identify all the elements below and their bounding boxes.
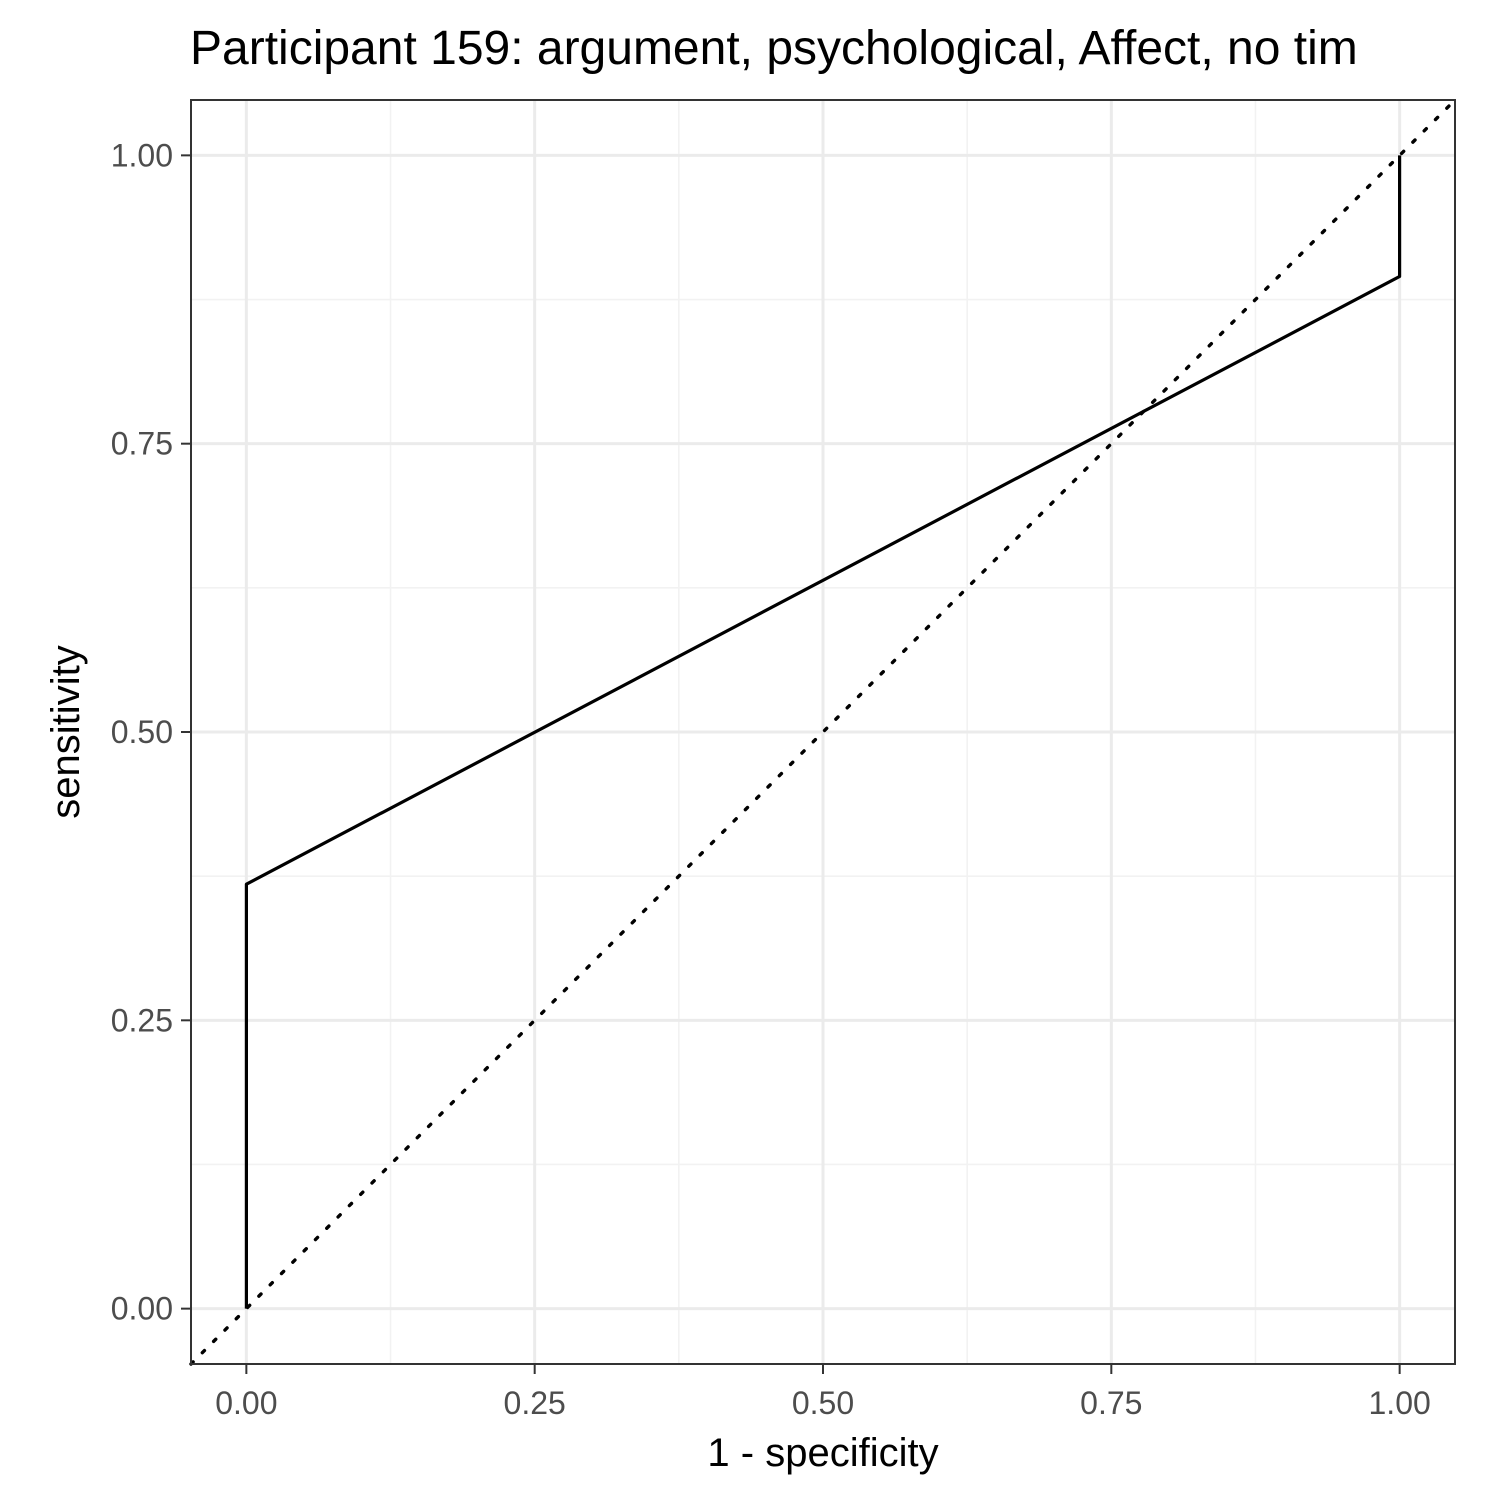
y-tick-label: 1.00: [111, 137, 173, 173]
x-tick-label: 0.00: [215, 1385, 277, 1421]
y-tick-label: 0.75: [111, 426, 173, 462]
y-tick-label: 0.25: [111, 1002, 173, 1038]
x-tick-label: 0.25: [504, 1385, 566, 1421]
x-tick-label: 0.75: [1080, 1385, 1142, 1421]
x-axis-title: 1 - specificity: [707, 1431, 938, 1475]
roc-curve-line: [244, 155, 1402, 1309]
x-tick-label: 1.00: [1369, 1385, 1431, 1421]
y-axis-title: sensitivity: [44, 645, 88, 818]
axes-layer: 0.00 0.25 0.50 0.75 1.00 0.00 0.25 0.50 0.75 1.00: [111, 137, 1431, 1421]
y-tick-label: 0.00: [111, 1291, 173, 1327]
y-tick-label: 0.50: [111, 714, 173, 750]
diagonal-reference-line: [189, 98, 1457, 1366]
series-layer: [189, 98, 1457, 1366]
x-tick-label: 0.50: [792, 1385, 854, 1421]
chart-title: Participant 159: argument, psychological…: [190, 22, 1358, 75]
major-gridlines: [191, 100, 1455, 1364]
